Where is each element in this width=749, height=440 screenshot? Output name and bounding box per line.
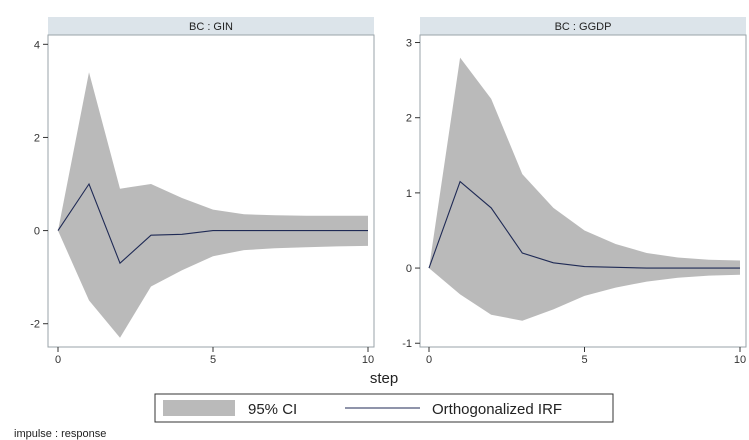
panel-ggdp-x-tick-label: 10 (734, 354, 746, 366)
panel-gin-y-tick-label: 4 (34, 39, 40, 51)
panel-ggdp-y-tick-label: -1 (402, 338, 412, 350)
panel-ggdp-y-tick-label: 0 (406, 263, 412, 275)
panel-ggdp-title: BC : GGDP (555, 21, 612, 33)
panel-ggdp-x-tick-label: 5 (581, 354, 587, 366)
panel-gin-marks (57, 72, 368, 338)
panel-gin-y-tick-label: 2 (34, 132, 40, 144)
panel-ggdp-strip (420, 17, 746, 35)
panel-ggdp-y-tick-label: 1 (406, 188, 412, 200)
legend-ci-label: 95% CI (248, 401, 297, 418)
panel-ggdp-y-tick-label: 3 (406, 38, 412, 50)
panel-gin-y-tick-label: 0 (34, 226, 40, 238)
x-axis-title: step (370, 370, 398, 387)
panel-ggdp-axes: -1 0 1 2 3 0 5 10 (402, 38, 746, 366)
panel-gin-title: BC : GIN (189, 21, 233, 33)
panel-gin-axes: -2 0 2 4 0 5 10 (30, 39, 374, 366)
panel-gin-x-tick-label: 5 (210, 354, 216, 366)
legend: 95% CI Orthogonalized IRF (154, 393, 614, 423)
panel-gin: BC : GIN -2 0 2 4 0 5 10 (30, 17, 375, 366)
legend-ci-swatch (163, 400, 235, 416)
panel-ggdp-irf-line (428, 180, 740, 269)
panel-ggdp-ci-band (429, 57, 740, 321)
panel-gin-ci-band (58, 72, 368, 338)
panel-gin-irf-line (57, 182, 368, 265)
impulse-response-note: impulse : response (14, 428, 106, 440)
legend-irf-label: Orthogonalized IRF (432, 401, 562, 418)
panel-ggdp: BC : GGDP -1 0 1 2 3 0 5 10 (402, 17, 747, 366)
panel-gin-strip (48, 17, 374, 35)
panel-gin-x-tick-label: 0 (55, 354, 61, 366)
panel-ggdp-x-tick-label: 0 (426, 354, 432, 366)
panel-ggdp-y-tick-label: 2 (406, 113, 412, 125)
panel-gin-x-tick-label: 10 (362, 354, 374, 366)
panel-gin-y-tick-label: -2 (30, 319, 40, 331)
panel-ggdp-marks (428, 57, 740, 321)
